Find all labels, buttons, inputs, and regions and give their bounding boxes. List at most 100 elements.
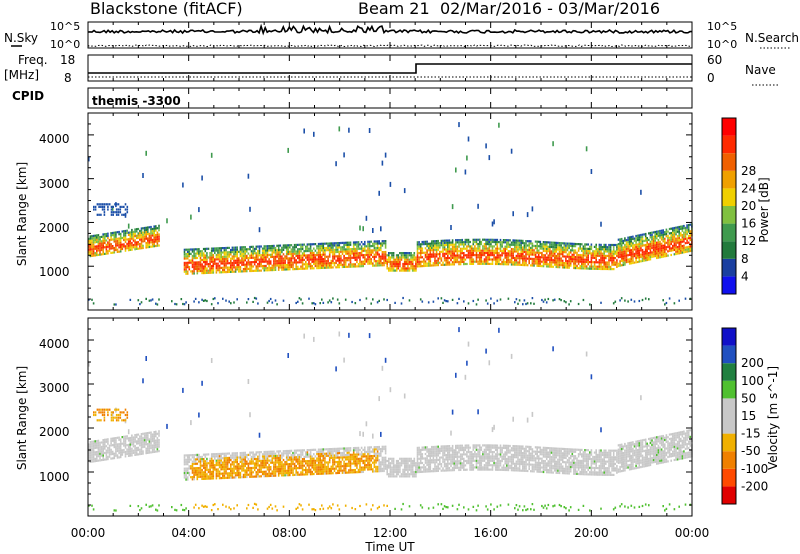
data-cell [244,250,246,253]
data-cell [298,453,301,456]
data-cell [313,267,315,270]
data-cell [183,250,186,254]
data-cell [673,242,676,245]
data-cell [530,246,532,249]
data-cell [183,456,186,459]
data-cell [553,252,556,255]
data-cell [287,263,289,267]
data-cell [253,263,256,266]
data-cell [332,259,334,262]
data-cell [206,299,208,303]
data-cell [616,265,618,268]
data-cell [568,242,570,245]
data-cell [686,239,688,242]
data-cell [201,473,203,476]
data-cell [301,267,304,270]
data-cell [252,451,254,454]
data-cell [263,256,266,259]
data-cell [456,250,459,253]
data-cell [293,246,296,249]
data-cell [143,445,146,448]
data-cell [496,256,499,259]
data-cell [593,250,596,253]
data-cell [467,243,470,246]
data-cell [317,245,320,248]
data-cell [534,251,537,254]
data-cell [609,250,612,253]
data-cell [281,262,283,265]
data-cell [295,464,297,468]
data-cell [380,248,382,252]
data-cell [332,248,334,251]
data-cell [351,250,353,253]
data-cell [494,243,497,246]
data-cell [253,296,256,300]
data-cell [678,230,680,233]
data-cell [153,444,155,447]
data-cell [627,243,629,246]
data-cell [397,256,400,259]
data-cell [343,152,345,158]
data-cell [269,474,272,477]
data-cell [292,469,294,472]
data-cell [346,259,349,262]
data-cell [239,270,242,273]
data-cell [212,477,215,480]
data-cell [252,256,254,259]
data-cell [249,466,251,470]
data-cell [573,242,575,245]
data-cell [276,264,278,267]
data-cell [258,464,261,467]
data-cell [616,252,618,255]
data-cell [209,470,211,474]
data-cell [273,470,275,473]
data-cell [101,205,104,208]
data-cell [250,471,253,474]
data-cell [306,464,309,467]
data-cell [276,244,278,247]
data-cell [287,471,289,475]
data-cell [332,253,334,256]
data-cell [459,263,462,266]
data-cell [550,261,553,264]
data-cell [113,251,116,254]
data-cell [455,167,457,173]
data-cell [257,302,259,305]
data-cell [143,235,146,238]
data-cell [127,446,130,449]
data-cell [488,247,491,250]
data-cell [118,233,120,236]
data-cell [269,450,272,453]
data-cell [186,250,189,253]
data-cell [247,261,250,264]
data-cell [641,242,644,245]
data-cell [662,238,664,241]
data-cell [478,247,481,250]
data-cell [418,243,420,246]
data-cell [108,238,111,242]
data-cell [373,249,376,252]
data-cell [522,257,524,260]
data-cell [241,458,243,461]
data-cell [403,260,406,263]
data-cell [274,264,277,267]
data-cell [100,246,103,249]
data-cell [659,245,661,248]
data-cell [255,297,258,300]
data-cell [314,264,317,268]
data-cell [545,301,548,304]
data-cell [261,466,264,469]
data-cell [319,266,321,270]
data-cell [684,226,687,229]
data-cell [190,214,192,220]
data-cell [518,244,521,247]
data-cell [308,460,310,463]
data-cell [236,463,238,466]
data-cell [309,468,312,471]
data-cell [293,268,296,271]
data-cell [293,454,296,457]
data-cell [281,452,283,455]
data-cell [274,255,277,258]
data-cell [581,262,583,266]
data-cell [228,459,230,462]
